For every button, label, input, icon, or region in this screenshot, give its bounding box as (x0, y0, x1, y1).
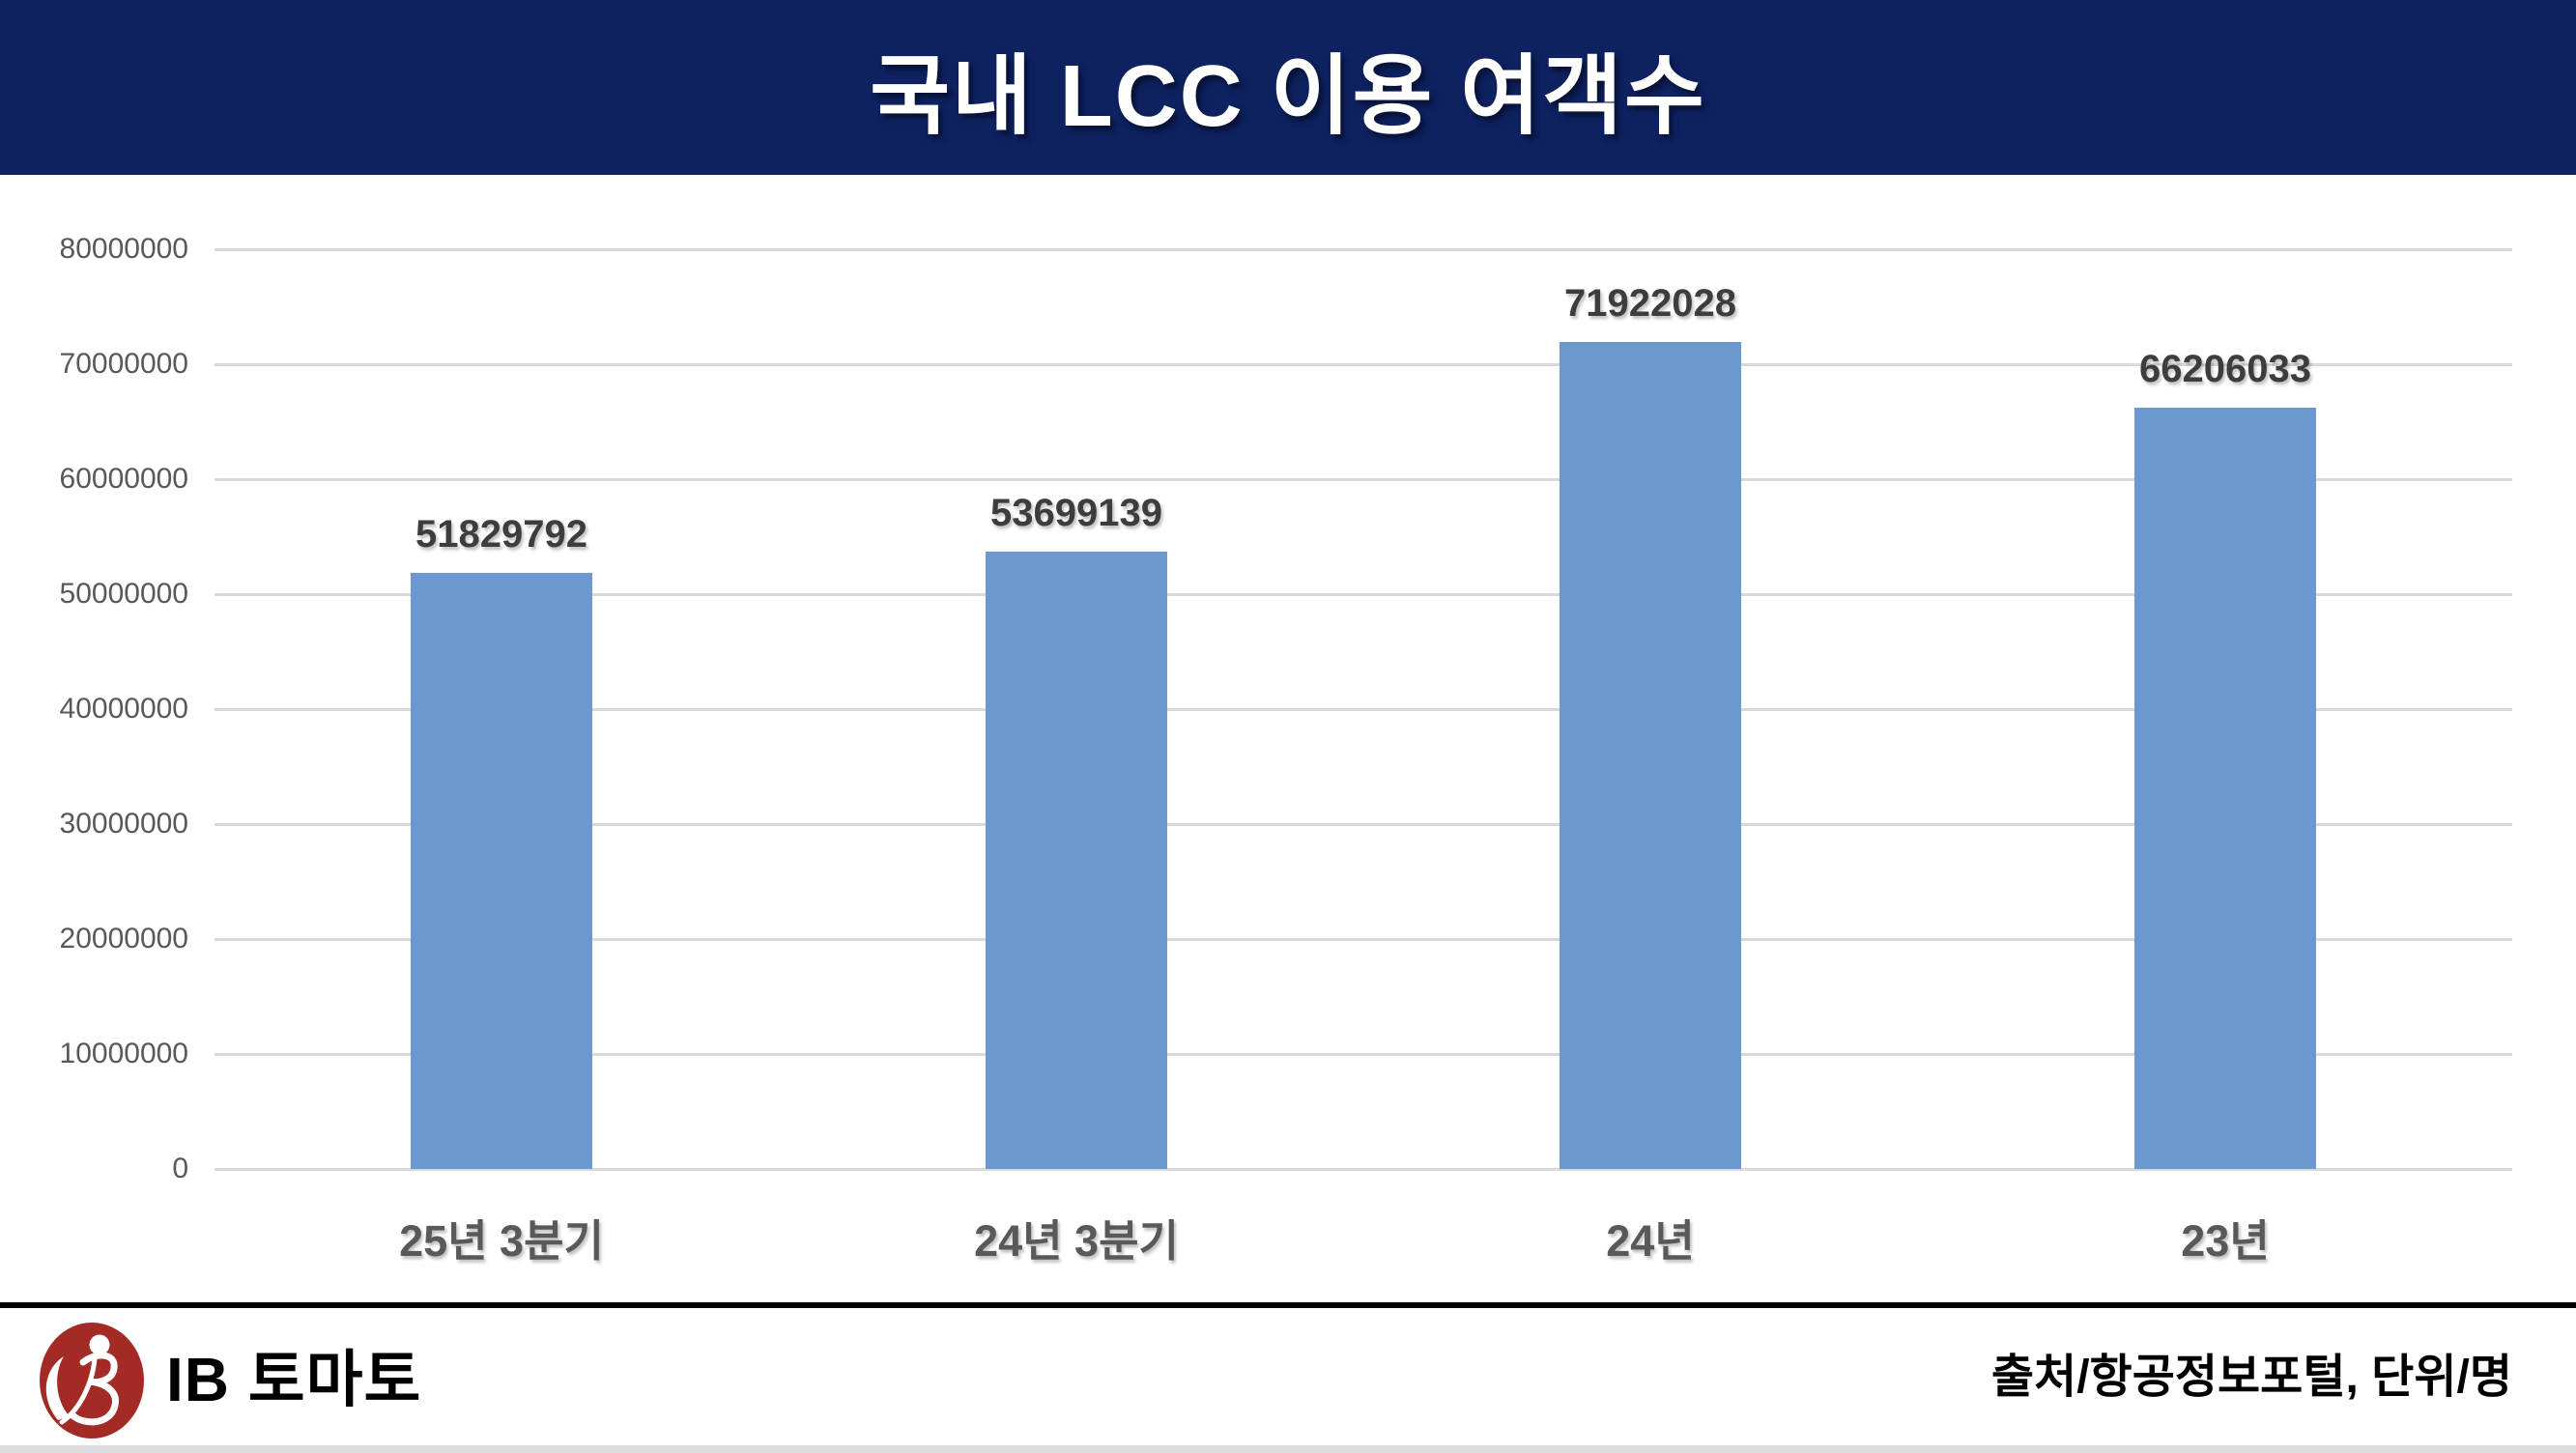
footer: IB 토마토 출처/항공정보포털, 단위/명 (0, 1308, 2576, 1445)
bottom-strip (0, 1445, 2576, 1453)
bar-value-label-2: 71922028 (1564, 282, 1736, 325)
y-axis-tick-label: 60000000 (59, 463, 188, 495)
y-axis-tick-label: 80000000 (59, 233, 188, 265)
y-axis-tick-label: 70000000 (59, 348, 188, 380)
ib-tomato-logo-icon (40, 1323, 144, 1439)
gridline-50000000 (215, 593, 2512, 596)
y-axis-tick-label: 0 (172, 1153, 188, 1184)
y-axis-tick-label: 30000000 (59, 808, 188, 840)
y-axis-tick-label: 50000000 (59, 578, 188, 610)
chart-title: 국내 LCC 이용 여객수 (870, 47, 1706, 145)
gridline-0 (215, 1168, 2512, 1171)
bar-value-label-0: 51829792 (415, 513, 587, 556)
bar-value-label-1: 53699139 (990, 492, 1162, 534)
y-axis-tick-label: 40000000 (59, 693, 188, 725)
logo-wordmark: IB 토마토 (166, 1345, 422, 1414)
x-category-label-3: 23년 (2181, 1216, 2270, 1266)
bar-2 (1560, 342, 1741, 1169)
title-bar: 국내 LCC 이용 여객수 (0, 0, 2576, 175)
x-category-label-0: 25년 3분기 (399, 1216, 604, 1266)
bar-3 (2134, 408, 2316, 1169)
x-category-label-2: 24년 (1606, 1216, 1695, 1266)
bar-chart: 0 10000000 20000000 30000000 40000000 5000000… (0, 175, 2576, 1302)
gridline-20000000 (215, 938, 2512, 941)
gridline-80000000 (215, 248, 2512, 251)
gridline-60000000 (215, 478, 2512, 481)
bar-value-label-3: 66206033 (2139, 348, 2311, 390)
gridline-40000000 (215, 708, 2512, 711)
x-category-label-1: 24년 3분기 (974, 1216, 1179, 1266)
bar-0 (411, 573, 592, 1169)
y-axis-tick-label: 10000000 (59, 1038, 188, 1069)
footer-divider (0, 1302, 2576, 1308)
gridline-70000000 (215, 363, 2512, 366)
bar-1 (986, 552, 1167, 1169)
gridline-30000000 (215, 823, 2512, 826)
gridline-10000000 (215, 1053, 2512, 1056)
y-axis-tick-label: 20000000 (59, 923, 188, 954)
source-and-unit-label: 출처/항공정보포털, 단위/명 (1990, 1352, 2512, 1403)
